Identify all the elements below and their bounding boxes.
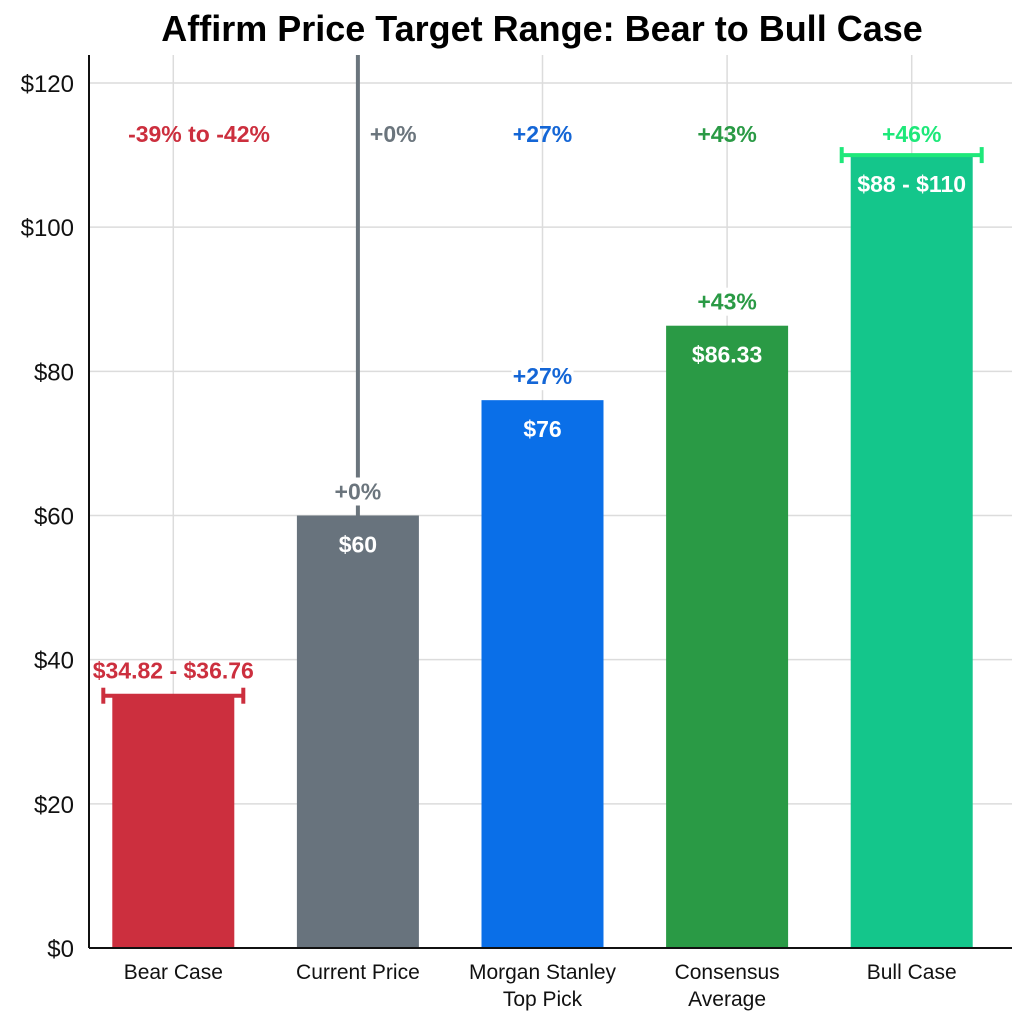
bars	[101, 55, 984, 949]
x-tick-label: Average	[688, 988, 766, 1011]
y-tick-label: $20	[34, 792, 74, 819]
x-tick-label: Bear Case	[124, 961, 223, 984]
value-label: $60	[339, 532, 377, 558]
pct-label-top: +27%	[513, 121, 572, 147]
value-label: $34.82 - $36.76	[93, 658, 254, 684]
x-tick-label: Bull Case	[867, 961, 957, 984]
label-background	[511, 362, 574, 391]
bar	[112, 695, 235, 948]
y-tick-label: $80	[34, 359, 74, 386]
chart-title: Affirm Price Target Range: Bear to Bull …	[161, 8, 923, 49]
value-label: $76	[523, 416, 561, 442]
axes: $0 $20 $40 $60 $80 $100 $120	[21, 55, 1012, 963]
x-tick-label: Top Pick	[503, 988, 583, 1011]
pct-label-top: +0%	[370, 121, 417, 147]
pct-label-top: -39% to -42%	[128, 121, 270, 147]
pct-label-bar: +0%	[335, 479, 382, 505]
bar	[850, 155, 973, 949]
pct-label-top: +46%	[882, 121, 941, 147]
y-tick-label: $40	[34, 648, 74, 675]
pct-label-bar: +43%	[697, 289, 756, 315]
label-background	[696, 287, 759, 316]
pct-label-bar: +27%	[513, 363, 572, 389]
x-tick-label: Morgan Stanley	[469, 961, 617, 984]
y-tick-label: $60	[34, 504, 74, 531]
bar	[296, 515, 419, 948]
value-label: $86.33	[692, 342, 762, 368]
x-tick-label: Current Price	[296, 961, 420, 984]
pct-label-top: +43%	[697, 121, 756, 147]
labels: Bear Case Current Price Morgan Stanley Top …	[93, 121, 966, 1011]
y-tick-label: $0	[47, 936, 74, 963]
y-tick-label: $120	[21, 71, 74, 98]
x-tick-label: Consensus	[675, 961, 780, 984]
bar	[481, 400, 604, 949]
label-background	[326, 477, 389, 506]
bar	[666, 325, 789, 948]
value-label: $88 - $110	[857, 171, 966, 197]
y-tick-label: $100	[21, 215, 74, 242]
